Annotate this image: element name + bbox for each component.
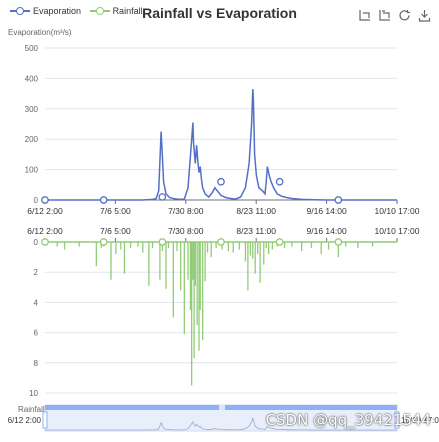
y-tick-label: 200 xyxy=(25,135,39,144)
y-tick-label: 500 xyxy=(25,44,39,53)
legend-label-evaporation: Evaporation xyxy=(33,6,82,16)
y-axis-label-rainfall: Rainfall(mm) xyxy=(18,405,64,414)
y-tick-label: 6 xyxy=(34,329,39,338)
toolbox xyxy=(357,8,431,22)
x-tick-label: 8/23 11:00 xyxy=(236,226,276,236)
data-point-evaporation xyxy=(99,196,108,204)
data-point-rainfall xyxy=(41,238,49,246)
x-tick-label: 7/30 8:00 xyxy=(168,226,204,236)
x-tick-label: 6/12 2:00 xyxy=(27,226,63,236)
y-tick-label: 10 xyxy=(29,389,38,398)
save-image-icon[interactable] xyxy=(417,8,431,22)
data-point-rainfall xyxy=(99,238,108,246)
line-marker-icon xyxy=(10,7,30,15)
zoom-reset-icon[interactable] xyxy=(377,8,391,22)
datazoom-end-label: 10/10 17:00 xyxy=(401,416,439,425)
data-point-rainfall xyxy=(334,238,343,246)
x-tick-label: 10/10 17:00 xyxy=(375,206,420,216)
x-tick-label: 10/10 17:00 xyxy=(375,226,420,236)
x-tick-label: 7/6 5:00 xyxy=(100,226,131,236)
datazoom-start-label: 6/12 2:00 xyxy=(8,416,42,425)
y-tick-label: 0 xyxy=(34,238,39,247)
y-tick-label: 0 xyxy=(34,196,39,205)
y-tick-label: 100 xyxy=(25,166,39,175)
x-tick-label: 7/30 8:00 xyxy=(168,206,204,216)
y-tick-label: 300 xyxy=(25,105,39,114)
y-tick-label: 400 xyxy=(25,74,39,83)
legend: Evaporation Rainfall xyxy=(10,6,149,17)
y-axis-label-evaporation: Evaporation(m³/s) xyxy=(8,28,72,37)
data-point-rainfall xyxy=(275,238,284,246)
legend-item-rainfall[interactable]: Rainfall xyxy=(89,6,143,16)
x-tick-label: 9/16 14:00 xyxy=(307,206,347,216)
x-tick-label: 9/16 14:00 xyxy=(307,226,347,236)
series-line-evaporation xyxy=(45,88,397,201)
data-point-evaporation xyxy=(158,193,167,201)
x-tick-label: 7/6 5:00 xyxy=(100,206,131,216)
data-point-evaporation xyxy=(41,196,49,204)
datazoom-preview-line xyxy=(45,417,397,431)
legend-item-evaporation[interactable]: Evaporation xyxy=(10,6,81,16)
legend-label-rainfall: Rainfall xyxy=(112,6,143,16)
data-point-rainfall xyxy=(158,238,167,246)
x-tick-label: 8/23 11:00 xyxy=(236,206,276,216)
line-marker-icon xyxy=(89,7,110,15)
datazoom-right-handle xyxy=(394,411,400,429)
y-tick-label: 8 xyxy=(34,359,39,368)
restore-icon[interactable] xyxy=(397,8,411,22)
watermark: CSDN @qq_39421544 xyxy=(265,411,431,429)
zoom-icon[interactable] xyxy=(357,8,371,22)
data-point-evaporation xyxy=(217,177,225,186)
x-tick-label: 6/12 2:00 xyxy=(27,206,63,216)
chart-title: Rainfall vs Evaporation xyxy=(142,5,297,21)
datazoom-left-handle xyxy=(42,411,48,429)
datazoom-drag-handle xyxy=(219,405,225,410)
data-point-evaporation xyxy=(334,196,343,204)
y-tick-label: 4 xyxy=(34,298,39,307)
y-tick-label: 2 xyxy=(34,268,39,277)
data-point-rainfall xyxy=(217,238,225,246)
data-point-evaporation xyxy=(275,177,284,186)
